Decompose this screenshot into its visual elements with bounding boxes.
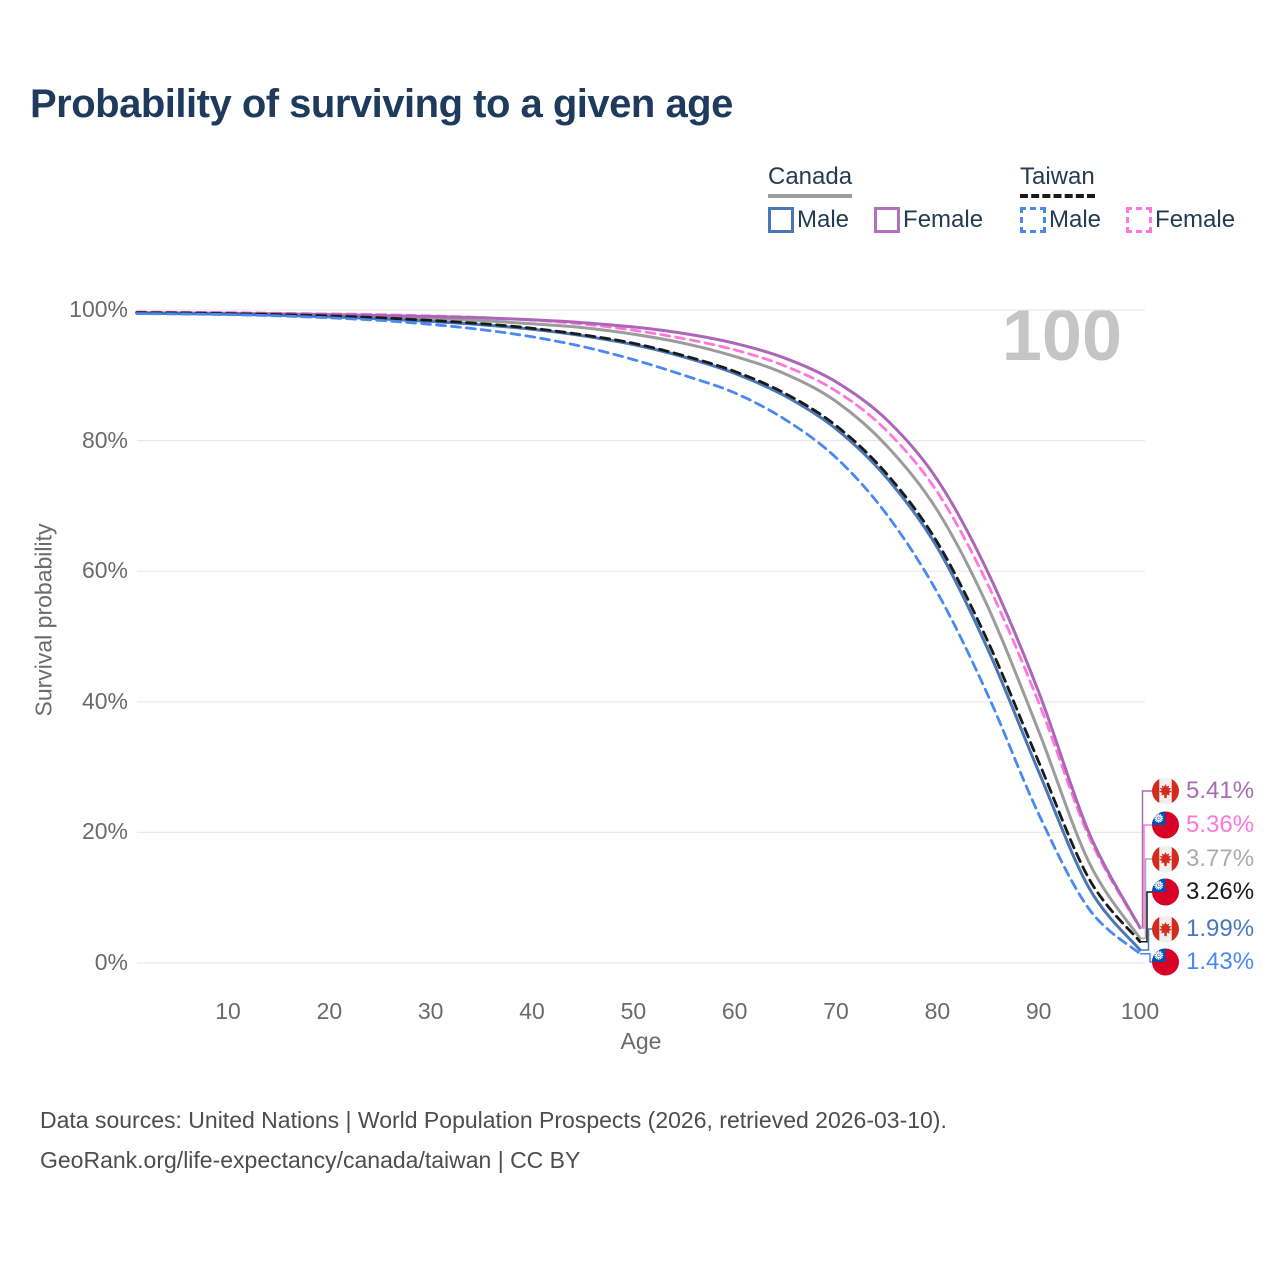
legend-item-label: Male bbox=[797, 206, 850, 233]
legend-item-label: Female bbox=[903, 206, 984, 233]
curve-taiwan-male[interactable] bbox=[135, 312, 1142, 956]
x-tick-label: 50 bbox=[620, 998, 647, 1024]
y-tick-label: 60% bbox=[81, 557, 128, 584]
taiwan-female-swatch-icon bbox=[1126, 207, 1153, 233]
end-label-flag bbox=[1152, 878, 1179, 906]
curve-canada-male[interactable] bbox=[135, 311, 1142, 952]
legend-item-label: Female bbox=[1155, 206, 1236, 233]
legend-item-taiwan-male[interactable]: Male bbox=[1020, 206, 1101, 234]
taiwan-flag-icon bbox=[1152, 811, 1179, 839]
source-line-1: Data sources: United Nations | World Pop… bbox=[40, 1107, 947, 1133]
x-tick-label: 70 bbox=[823, 998, 849, 1024]
end-label-flag bbox=[1152, 845, 1179, 873]
x-tick-label: 90 bbox=[1025, 998, 1052, 1024]
taiwan-male-swatch-icon bbox=[1020, 207, 1046, 233]
legend-country-canada[interactable]: Canada bbox=[768, 163, 853, 198]
legend-item-label: Male bbox=[1049, 206, 1102, 233]
x-tick-label: 100 bbox=[1120, 998, 1160, 1024]
end-label-flag bbox=[1152, 915, 1179, 943]
x-tick-label: 30 bbox=[417, 998, 444, 1024]
taiwan-flag-icon bbox=[1152, 948, 1179, 976]
end-label-connector bbox=[1140, 824, 1152, 929]
end-label-flag bbox=[1152, 948, 1179, 976]
end-label-connector bbox=[1140, 858, 1152, 940]
canada-flag-icon bbox=[1152, 777, 1179, 805]
x-tick-label: 10 bbox=[215, 998, 241, 1024]
curve-canada-female[interactable] bbox=[135, 311, 1142, 930]
legend-country-taiwan[interactable]: Taiwan bbox=[1020, 163, 1095, 198]
legend-item-canada-male[interactable]: Male bbox=[768, 206, 849, 234]
legend-items-taiwan: Male Female bbox=[1020, 206, 1235, 234]
end-label-value[interactable]: 3.26% bbox=[1186, 878, 1255, 905]
legend-item-canada-female[interactable]: Female bbox=[874, 206, 983, 234]
source-block: Data sources: United Nations | World Pop… bbox=[40, 1100, 947, 1180]
canada-flag-icon bbox=[1152, 915, 1179, 943]
legend-item-taiwan-female[interactable]: Female bbox=[1126, 206, 1235, 234]
end-label-value[interactable]: 1.43% bbox=[1186, 948, 1255, 975]
y-tick-label: 20% bbox=[81, 818, 128, 845]
curve-taiwan-both-sexes[interactable] bbox=[135, 311, 1142, 944]
y-tick-label: 80% bbox=[81, 426, 128, 453]
end-label-connector bbox=[1140, 891, 1152, 943]
end-label-value[interactable]: 5.36% bbox=[1186, 811, 1255, 838]
curve-taiwan-female[interactable] bbox=[135, 310, 1142, 930]
x-tick-label: 20 bbox=[316, 998, 343, 1024]
canada-flag-icon bbox=[1152, 845, 1179, 873]
canada-male-swatch-icon bbox=[768, 207, 794, 233]
end-label-flag bbox=[1152, 811, 1179, 839]
end-label-value[interactable]: 1.99% bbox=[1186, 915, 1255, 942]
x-axis-title: Age bbox=[620, 1028, 662, 1054]
x-tick-label: 80 bbox=[924, 998, 951, 1024]
x-tick-label: 40 bbox=[519, 998, 545, 1024]
legend-group-canada: Canada Male Female bbox=[768, 163, 983, 234]
y-tick-label: 0% bbox=[94, 949, 128, 975]
end-label-value[interactable]: 3.77% bbox=[1186, 845, 1255, 872]
canada-female-swatch-icon bbox=[874, 207, 901, 233]
end-label-connector bbox=[1140, 952, 1152, 963]
legend-group-taiwan: Taiwan Male Female bbox=[1020, 163, 1235, 234]
end-label-flag bbox=[1152, 777, 1179, 805]
taiwan-flag-icon bbox=[1152, 878, 1179, 906]
end-label-connector bbox=[1140, 928, 1152, 951]
page-title: Probability of surviving to a given age bbox=[30, 82, 733, 126]
curve-canada-both-sexes[interactable] bbox=[135, 311, 1142, 940]
y-tick-label: 40% bbox=[81, 687, 128, 714]
x-tick-label: 60 bbox=[721, 998, 748, 1024]
source-line-2: GeoRank.org/life-expectancy/canada/taiwa… bbox=[40, 1147, 581, 1173]
y-tick-label: 100% bbox=[69, 296, 128, 322]
age-indicator-watermark: 100 bbox=[1001, 296, 1122, 376]
legend-items-canada: Male Female bbox=[768, 206, 983, 234]
end-label-value[interactable]: 5.41% bbox=[1186, 777, 1255, 804]
